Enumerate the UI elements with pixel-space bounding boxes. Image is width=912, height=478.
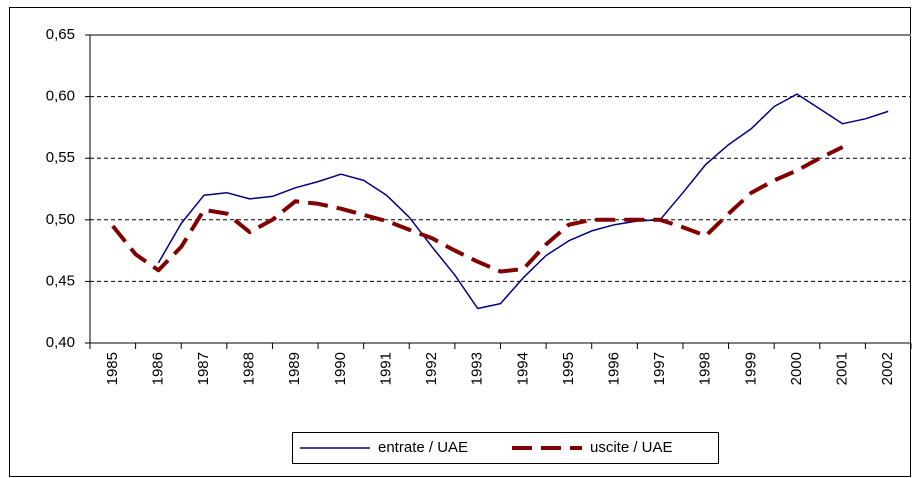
y-tick-label: 0,40 xyxy=(46,334,75,351)
chart-border xyxy=(9,7,911,477)
x-tick-label: 1996 xyxy=(605,352,622,385)
x-tick-label: 1990 xyxy=(332,352,349,385)
legend-label: uscite / UAE xyxy=(590,439,673,456)
x-tick-label: 1985 xyxy=(104,352,121,385)
x-tick-label: 2002 xyxy=(879,352,896,385)
x-tick-label: 1995 xyxy=(560,352,577,385)
x-tick-label: 1999 xyxy=(742,352,759,385)
y-tick-label: 0,45 xyxy=(46,272,75,289)
y-tick-label: 0,50 xyxy=(46,211,75,228)
x-tick-label: 1994 xyxy=(514,352,531,385)
x-tick-label: 1986 xyxy=(149,352,166,385)
x-tick-label: 1987 xyxy=(195,352,212,385)
legend-label: entrate / UAE xyxy=(378,439,468,456)
x-tick-label: 1988 xyxy=(241,352,258,385)
y-tick-label: 0,55 xyxy=(46,149,75,166)
x-tick-label: 1989 xyxy=(286,352,303,385)
x-tick-label: 1998 xyxy=(697,352,714,385)
x-tick-label: 1992 xyxy=(423,352,440,385)
series-line xyxy=(157,93,889,310)
y-tick-label: 0,60 xyxy=(46,88,75,105)
y-tick-label: 0,65 xyxy=(46,26,75,43)
x-tick-label: 1993 xyxy=(469,352,486,385)
series-line xyxy=(111,145,844,274)
x-tick-label: 1991 xyxy=(377,352,394,385)
x-tick-label: 2000 xyxy=(788,352,805,385)
x-tick-label: 2001 xyxy=(834,352,851,385)
x-tick-label: 1997 xyxy=(651,352,668,385)
